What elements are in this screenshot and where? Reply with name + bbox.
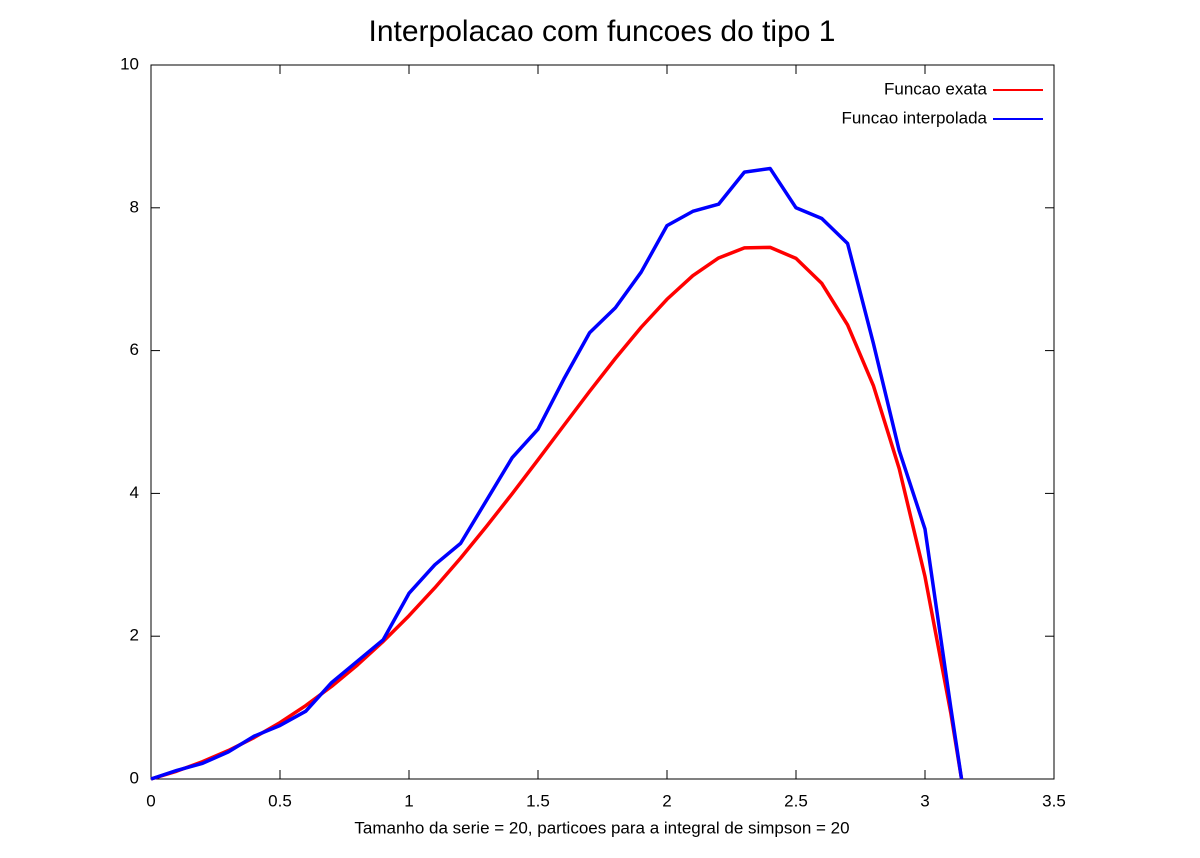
x-tick-label: 3.5 [1042,791,1066,810]
x-tick-label: 0.5 [268,791,292,810]
x-tick-label: 2.5 [784,791,808,810]
x-axis-label: Tamanho da serie = 20, particoes para a … [354,818,849,837]
data-line [150,245,964,781]
y-tick-label: 0 [130,768,139,787]
y-tick-label: 8 [130,197,139,216]
x-tick-label: 2 [662,791,671,810]
x-tick-label: 0 [146,791,155,810]
y-tick-label: 6 [130,340,139,359]
y-tick-label: 4 [130,483,139,502]
x-tick-label: 1 [404,791,413,810]
legend-label: Funcao interpolada [841,108,987,127]
y-tick-label: 10 [120,54,139,73]
chart-title: Interpolacao com funcoes do tipo 1 [369,15,836,48]
y-tick-label: 2 [130,626,139,645]
x-tick-label: 3 [920,791,929,810]
legend-label: Funcao exata [884,79,988,98]
plot-frame [150,64,1055,780]
x-tick-label: 1.5 [526,791,550,810]
data-line [150,166,964,781]
